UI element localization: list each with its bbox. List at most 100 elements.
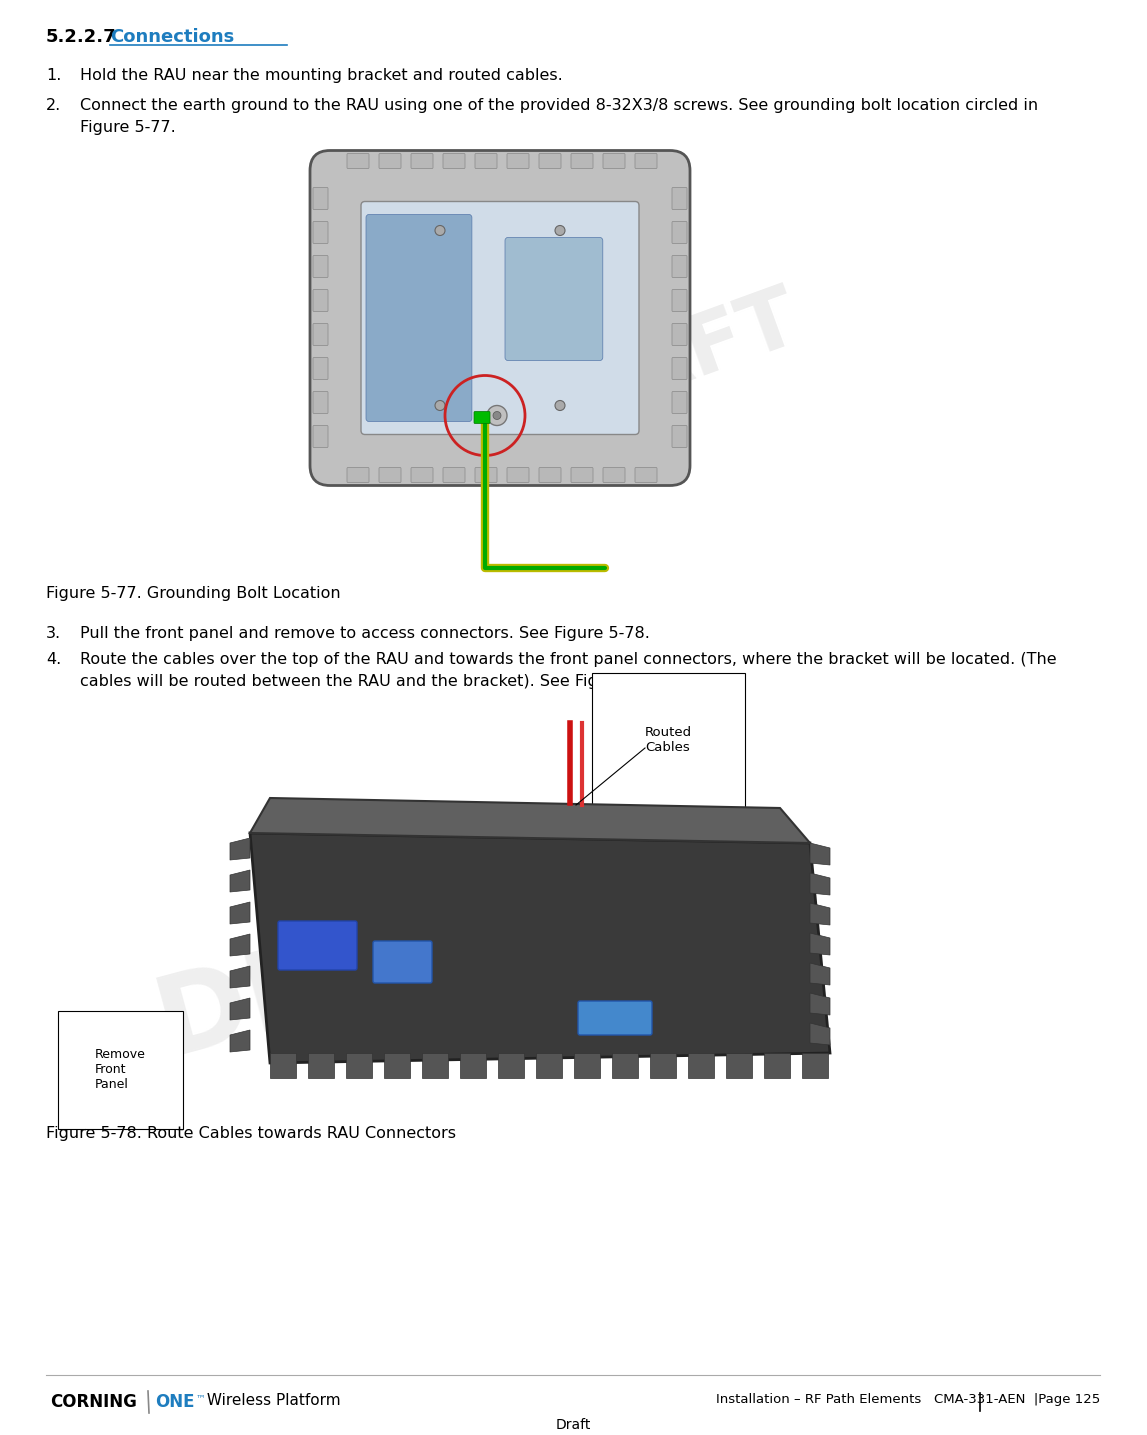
Text: Remove
Front
Panel: Remove Front Panel: [95, 1048, 146, 1091]
FancyBboxPatch shape: [348, 468, 369, 482]
FancyBboxPatch shape: [578, 1002, 651, 1035]
Text: Route the cables over the top of the RAU and towards the front panel connectors,: Route the cables over the top of the RAU…: [80, 651, 1056, 667]
FancyBboxPatch shape: [313, 357, 328, 379]
Polygon shape: [231, 934, 250, 956]
Text: Figure 5-77.: Figure 5-77.: [80, 121, 175, 135]
FancyBboxPatch shape: [505, 238, 603, 360]
FancyBboxPatch shape: [366, 214, 471, 422]
FancyBboxPatch shape: [635, 154, 657, 168]
FancyBboxPatch shape: [539, 468, 561, 482]
Polygon shape: [422, 1053, 448, 1078]
FancyBboxPatch shape: [411, 154, 434, 168]
Polygon shape: [231, 966, 250, 989]
FancyBboxPatch shape: [539, 154, 561, 168]
Polygon shape: [810, 933, 830, 956]
FancyBboxPatch shape: [361, 201, 639, 435]
Polygon shape: [231, 1030, 250, 1052]
Circle shape: [493, 412, 501, 419]
Polygon shape: [250, 832, 830, 1063]
Text: ONE: ONE: [155, 1393, 195, 1411]
FancyBboxPatch shape: [310, 151, 690, 485]
Polygon shape: [346, 1053, 372, 1078]
Text: 1.: 1.: [46, 67, 62, 83]
FancyBboxPatch shape: [474, 412, 490, 423]
Polygon shape: [802, 1053, 828, 1078]
FancyBboxPatch shape: [672, 188, 687, 210]
Polygon shape: [536, 1053, 562, 1078]
Polygon shape: [612, 1053, 638, 1078]
Text: Figure 5-77. Grounding Bolt Location: Figure 5-77. Grounding Bolt Location: [46, 585, 341, 601]
FancyBboxPatch shape: [278, 921, 357, 970]
Text: Connect the earth ground to the RAU using one of the provided 8-32X3/8 screws. S: Connect the earth ground to the RAU usin…: [80, 98, 1038, 113]
Polygon shape: [810, 993, 830, 1015]
FancyBboxPatch shape: [313, 290, 328, 311]
Polygon shape: [384, 1053, 409, 1078]
Text: cables will be routed between the RAU and the bracket). See Figure 5-78.: cables will be routed between the RAU an…: [80, 674, 671, 689]
Circle shape: [435, 225, 445, 235]
FancyBboxPatch shape: [635, 468, 657, 482]
FancyBboxPatch shape: [672, 392, 687, 413]
FancyBboxPatch shape: [313, 323, 328, 346]
FancyBboxPatch shape: [672, 357, 687, 379]
Circle shape: [435, 400, 445, 410]
FancyBboxPatch shape: [672, 255, 687, 277]
Text: Draft: Draft: [555, 1418, 591, 1432]
Circle shape: [555, 400, 565, 410]
Text: ™: ™: [196, 1393, 205, 1403]
Polygon shape: [810, 872, 830, 895]
FancyBboxPatch shape: [443, 154, 465, 168]
Polygon shape: [810, 963, 830, 984]
FancyBboxPatch shape: [672, 323, 687, 346]
Text: Installation – RF Path Elements   CMA-331-AEN  |Page 125: Installation – RF Path Elements CMA-331-…: [716, 1393, 1100, 1406]
Polygon shape: [270, 1053, 296, 1078]
FancyBboxPatch shape: [507, 154, 529, 168]
Text: 4.: 4.: [46, 651, 61, 667]
Text: Connections: Connections: [110, 29, 234, 46]
Polygon shape: [460, 1053, 486, 1078]
FancyBboxPatch shape: [571, 468, 593, 482]
Polygon shape: [810, 1023, 830, 1045]
Text: Routed
Cables: Routed Cables: [645, 726, 692, 753]
FancyBboxPatch shape: [313, 392, 328, 413]
FancyBboxPatch shape: [672, 221, 687, 244]
Polygon shape: [250, 798, 810, 842]
Text: CORNING: CORNING: [50, 1393, 136, 1411]
Polygon shape: [309, 1053, 334, 1078]
Polygon shape: [810, 903, 830, 926]
FancyBboxPatch shape: [507, 468, 529, 482]
Polygon shape: [574, 1053, 600, 1078]
Text: Pull the front panel and remove to access connectors. See Figure 5-78.: Pull the front panel and remove to acces…: [80, 626, 650, 641]
FancyBboxPatch shape: [672, 426, 687, 448]
FancyBboxPatch shape: [475, 154, 497, 168]
Polygon shape: [231, 903, 250, 924]
Polygon shape: [231, 838, 250, 860]
Text: Wireless Platform: Wireless Platform: [202, 1393, 341, 1408]
Text: DRAFT: DRAFT: [146, 868, 575, 1079]
Text: 5.2.2.7: 5.2.2.7: [46, 29, 117, 46]
FancyBboxPatch shape: [571, 154, 593, 168]
FancyBboxPatch shape: [313, 426, 328, 448]
FancyBboxPatch shape: [475, 468, 497, 482]
Text: Hold the RAU near the mounting bracket and routed cables.: Hold the RAU near the mounting bracket a…: [80, 67, 563, 83]
FancyBboxPatch shape: [603, 154, 625, 168]
FancyBboxPatch shape: [313, 255, 328, 277]
Polygon shape: [231, 870, 250, 893]
FancyBboxPatch shape: [379, 468, 401, 482]
FancyBboxPatch shape: [603, 468, 625, 482]
Text: Figure 5-78. Route Cables towards RAU Connectors: Figure 5-78. Route Cables towards RAU Co…: [46, 1126, 457, 1141]
FancyBboxPatch shape: [373, 941, 432, 983]
Circle shape: [487, 406, 507, 426]
Text: 2.: 2.: [46, 98, 61, 113]
Polygon shape: [498, 1053, 524, 1078]
Polygon shape: [810, 842, 830, 865]
FancyBboxPatch shape: [313, 221, 328, 244]
Polygon shape: [764, 1053, 790, 1078]
Text: 3.: 3.: [46, 626, 61, 641]
Text: DRAFT: DRAFT: [490, 277, 810, 459]
FancyBboxPatch shape: [348, 154, 369, 168]
Polygon shape: [650, 1053, 676, 1078]
FancyBboxPatch shape: [313, 188, 328, 210]
FancyBboxPatch shape: [379, 154, 401, 168]
Circle shape: [555, 225, 565, 235]
FancyBboxPatch shape: [443, 468, 465, 482]
